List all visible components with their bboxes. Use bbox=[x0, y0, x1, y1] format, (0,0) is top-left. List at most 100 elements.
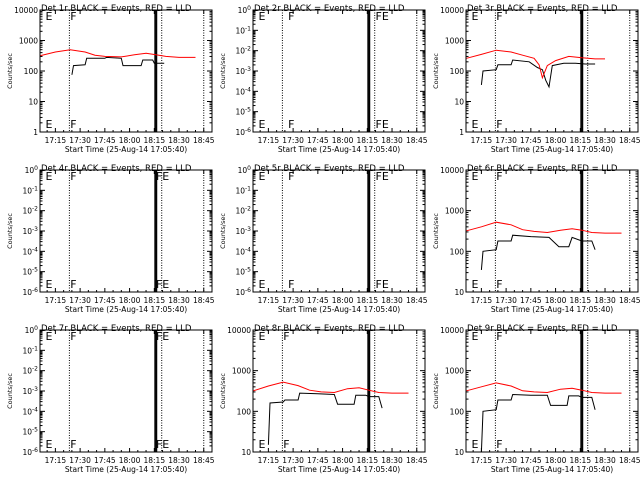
x-tick-label: 18:00 bbox=[119, 136, 141, 145]
event-marker-label: E bbox=[45, 438, 52, 451]
events-series-line bbox=[480, 234, 596, 270]
panel-title: Det 5r BLACK = Events, RED = LLD bbox=[254, 164, 405, 174]
y-tick-label: 10-6 bbox=[22, 287, 38, 297]
x-axis-label: Start Time (25-Aug-14 17:05:40) bbox=[65, 145, 187, 154]
events-series-line bbox=[480, 393, 596, 453]
x-axis-label: Start Time (25-Aug-14 17:05:40) bbox=[278, 305, 400, 314]
y-tick-label: 10-4 bbox=[22, 406, 38, 416]
panel-title: Det 6r BLACK = Events, RED = LLD bbox=[467, 164, 618, 174]
x-axis-label: Start Time (25-Aug-14 17:05:40) bbox=[491, 465, 613, 474]
x-tick-label: 18:15 bbox=[143, 296, 165, 305]
x-tick-label: 17:45 bbox=[307, 136, 329, 145]
x-tick-label: 18:00 bbox=[332, 296, 354, 305]
y-tick-label: 10-5 bbox=[235, 107, 251, 117]
y-tick-label: 1000 bbox=[232, 367, 251, 376]
x-tick-label: 18:30 bbox=[381, 296, 403, 305]
x-tick-label: 18:15 bbox=[569, 456, 591, 465]
event-marker-label-top: E bbox=[258, 10, 265, 23]
x-tick-label: 18:00 bbox=[119, 456, 141, 465]
y-tick-label: 10000 bbox=[440, 6, 464, 15]
panel-det-9r: Det 9r BLACK = Events, RED = LLD 10 100 100… bbox=[432, 324, 640, 474]
x-tick-label: 18:45 bbox=[406, 136, 428, 145]
x-axis-label: Start Time (25-Aug-14 17:05:40) bbox=[65, 465, 187, 474]
y-tick-label: 10 bbox=[454, 98, 464, 107]
event-marker-label-top: F bbox=[496, 330, 502, 343]
x-tick-label: 18:00 bbox=[545, 136, 567, 145]
x-tick-label: 18:45 bbox=[619, 136, 640, 145]
y-tick-label: 10-2 bbox=[22, 206, 38, 216]
x-tick-label: 18:00 bbox=[332, 456, 354, 465]
y-tick-label: 10-3 bbox=[235, 226, 251, 236]
y-tick-label: 1000 bbox=[445, 367, 464, 376]
x-tick-label: 17:15 bbox=[471, 296, 493, 305]
y-tick-label: 1000 bbox=[19, 37, 38, 46]
y-tick-label: 1000 bbox=[445, 207, 464, 216]
event-marker-label-top: F bbox=[283, 330, 289, 343]
event-marker-label-top: E bbox=[258, 170, 265, 183]
panel-title: Det 4r BLACK = Events, RED = LLD bbox=[41, 164, 192, 174]
lld-series-line bbox=[466, 382, 622, 394]
x-tick-label: 17:45 bbox=[94, 456, 116, 465]
y-tick-label: 10-6 bbox=[22, 447, 38, 457]
event-marker-label: E bbox=[258, 118, 265, 131]
y-tick-label: 10000 bbox=[227, 326, 251, 335]
panel-title: Det 2r BLACK = Events, RED = LLD bbox=[254, 4, 405, 14]
event-marker-label-top: E bbox=[45, 10, 52, 23]
y-axis-label: Counts/sec bbox=[432, 213, 440, 249]
x-tick-label: 17:15 bbox=[45, 456, 67, 465]
x-tick-label: 17:30 bbox=[282, 456, 304, 465]
x-tick-label: 17:15 bbox=[45, 136, 67, 145]
event-marker-label-top: E bbox=[258, 330, 265, 343]
y-tick-label: 10 bbox=[241, 448, 251, 457]
y-axis-label: Counts/sec bbox=[6, 53, 14, 89]
panel-det-7r: Det 7r BLACK = Events, RED = LLD 10-6 10-5… bbox=[6, 324, 215, 474]
event-marker-label-top: F bbox=[496, 170, 502, 183]
x-axis-label: Start Time (25-Aug-14 17:05:40) bbox=[278, 145, 400, 154]
x-tick-label: 17:15 bbox=[258, 296, 280, 305]
y-tick-label: 100 bbox=[25, 165, 39, 175]
x-tick-label: 17:30 bbox=[495, 296, 517, 305]
event-marker-label: F bbox=[288, 118, 294, 131]
x-tick-label: 18:45 bbox=[193, 136, 215, 145]
x-tick-label: 17:30 bbox=[69, 136, 91, 145]
events-series-line bbox=[71, 56, 165, 75]
panel-det-3r: Det 3r BLACK = Events, RED = LLD 1 10 100 10… bbox=[432, 4, 640, 154]
y-tick-label: 100 bbox=[238, 5, 252, 15]
y-tick-label: 10-4 bbox=[235, 86, 251, 96]
x-tick-label: 17:30 bbox=[69, 456, 91, 465]
y-tick-label: 100 bbox=[450, 407, 465, 416]
x-tick-label: 17:45 bbox=[520, 136, 542, 145]
panel-title: Det 3r BLACK = Events, RED = LLD bbox=[467, 4, 618, 14]
event-marker-label: E bbox=[45, 118, 52, 131]
x-axis-label: Start Time (25-Aug-14 17:05:40) bbox=[278, 465, 400, 474]
event-marker-label-top: FE bbox=[376, 170, 389, 183]
y-tick-label: 10-3 bbox=[22, 386, 38, 396]
x-tick-label: 17:45 bbox=[94, 296, 116, 305]
event-marker-label-top: F bbox=[496, 10, 502, 23]
x-tick-label: 18:30 bbox=[381, 456, 403, 465]
plot-frame bbox=[252, 329, 426, 453]
event-marker-label-top: FE bbox=[156, 170, 169, 183]
event-marker-label: FE bbox=[156, 278, 169, 291]
x-tick-label: 18:00 bbox=[119, 296, 141, 305]
event-marker-label: E bbox=[471, 278, 478, 291]
y-tick-label: 10-1 bbox=[22, 345, 38, 355]
y-tick-label: 10-4 bbox=[235, 246, 251, 256]
x-tick-label: 17:15 bbox=[471, 456, 493, 465]
y-axis-label: Counts/sec bbox=[219, 373, 227, 409]
x-tick-label: 17:30 bbox=[495, 136, 517, 145]
x-tick-label: 18:15 bbox=[356, 456, 378, 465]
y-tick-label: 1 bbox=[459, 128, 464, 137]
event-marker-label-top: E bbox=[471, 330, 478, 343]
event-marker-label-top: E bbox=[471, 10, 478, 23]
x-tick-label: 17:45 bbox=[520, 296, 542, 305]
y-axis-label: Counts/sec bbox=[432, 373, 440, 409]
x-tick-label: 17:15 bbox=[258, 136, 280, 145]
y-tick-label: 10-6 bbox=[235, 287, 251, 297]
event-marker-label: F bbox=[70, 118, 76, 131]
y-tick-label: 10 bbox=[454, 448, 464, 457]
x-tick-label: 17:30 bbox=[282, 136, 304, 145]
event-marker-label: F bbox=[70, 278, 76, 291]
y-tick-label: 100 bbox=[237, 407, 252, 416]
y-tick-label: 1 bbox=[33, 128, 38, 137]
